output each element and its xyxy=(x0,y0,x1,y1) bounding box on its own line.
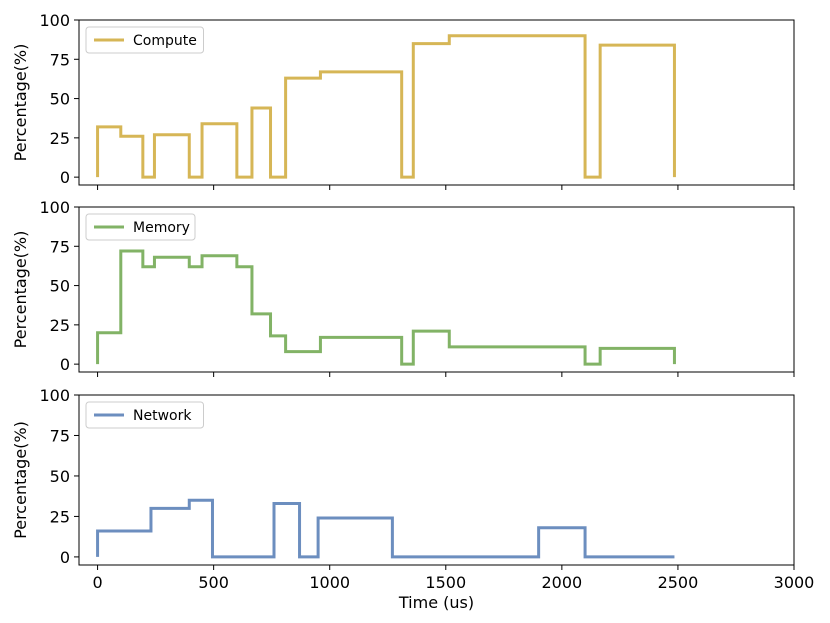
y-tick-label: 50 xyxy=(50,90,70,109)
legend-label-compute: Compute xyxy=(133,33,197,49)
y-tick-label: 50 xyxy=(50,277,70,296)
y-tick-label: 25 xyxy=(50,316,70,335)
x-tick-label: 0 xyxy=(92,573,102,592)
axes-frame xyxy=(78,394,795,566)
axes-frame xyxy=(78,19,795,186)
series-line-compute xyxy=(96,34,676,179)
y-tick-label: 75 xyxy=(50,237,70,256)
chart-panel-2: 0 25 50 75 100 Percentage(%) Memory xyxy=(11,198,795,377)
legend-box xyxy=(85,401,204,429)
y-tick-label: 100 xyxy=(39,386,70,405)
x-tick-label: 1500 xyxy=(425,573,466,592)
x-tick-label: 1000 xyxy=(309,573,350,592)
legend: Compute xyxy=(85,26,204,54)
y-tick-label: 25 xyxy=(50,507,70,526)
y-tick-label: 25 xyxy=(50,129,70,148)
axes-frame xyxy=(78,206,795,373)
y-tick-label: 50 xyxy=(50,467,70,486)
chart-panel-1: 0 25 50 75 100 Percentage(%) Compute xyxy=(11,11,795,190)
y-tick-label: 0 xyxy=(60,355,70,374)
y-tick-label: 75 xyxy=(50,426,70,445)
x-tick-label: 500 xyxy=(198,573,229,592)
x-tick-label: 3000 xyxy=(774,573,815,592)
x-axis-label: Time (us) xyxy=(398,593,474,612)
y-axis-label: Percentage(%) xyxy=(11,44,30,162)
legend: Network xyxy=(85,401,204,429)
y-tick-label: 75 xyxy=(50,50,70,69)
legend: Memory xyxy=(85,213,196,241)
y-tick-label: 100 xyxy=(39,11,70,30)
y-tick-label: 100 xyxy=(39,198,70,217)
series-line-network xyxy=(96,498,675,559)
series-line-memory xyxy=(96,249,676,366)
x-tick-label: 2500 xyxy=(658,573,699,592)
legend-box xyxy=(85,26,204,54)
legend-label-memory: Memory xyxy=(133,220,190,236)
legend-box xyxy=(85,213,196,241)
y-axis-label: Percentage(%) xyxy=(11,421,30,539)
y-tick-label: 0 xyxy=(60,168,70,187)
legend-label-network: Network xyxy=(133,408,192,424)
y-axis-label: Percentage(%) xyxy=(11,231,30,349)
y-tick-label: 0 xyxy=(60,548,70,567)
x-tick-label: 2000 xyxy=(541,573,582,592)
plot-area xyxy=(79,207,794,372)
panels: 0 25 50 75 100 Percentage(%) Compute 0 25 50 75 100… xyxy=(11,11,814,612)
